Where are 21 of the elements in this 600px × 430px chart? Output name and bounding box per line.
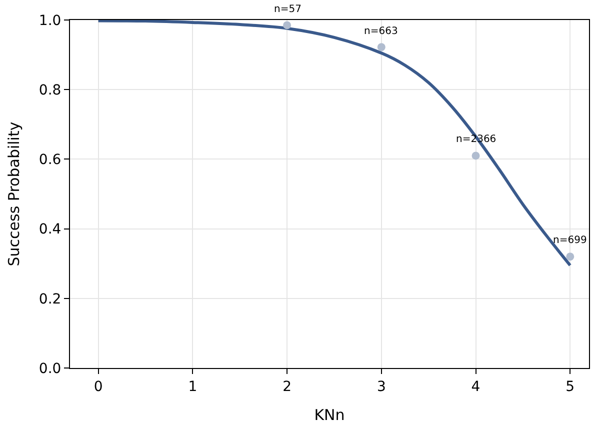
y-axis-title: Success Probability: [5, 122, 24, 266]
y-tick-label: 0.8: [38, 82, 62, 98]
point: [472, 152, 480, 160]
y-tick-label: 0.0: [38, 360, 62, 377]
y-tick-label: 0.6: [38, 152, 62, 168]
point: [566, 252, 574, 261]
y-tick-label: 0.4: [38, 222, 62, 238]
x-tick-label: 2: [282, 378, 292, 395]
x-tick-label: 1: [188, 378, 198, 395]
x-tick-label: 5: [566, 378, 575, 395]
x-tick-label: 3: [376, 378, 386, 395]
x-tick-label: 0: [94, 378, 103, 395]
point: [283, 21, 292, 30]
x-tick-label: 4: [471, 378, 480, 395]
y-tick-label: 0.2: [38, 291, 62, 308]
annotation: n=57: [274, 4, 302, 15]
annotation: n=699: [553, 235, 587, 246]
x-axis-title: KNn: [314, 406, 345, 424]
y-tick-label: 1.0: [38, 12, 62, 29]
annotation: n=663: [364, 26, 398, 37]
point: [377, 43, 386, 52]
